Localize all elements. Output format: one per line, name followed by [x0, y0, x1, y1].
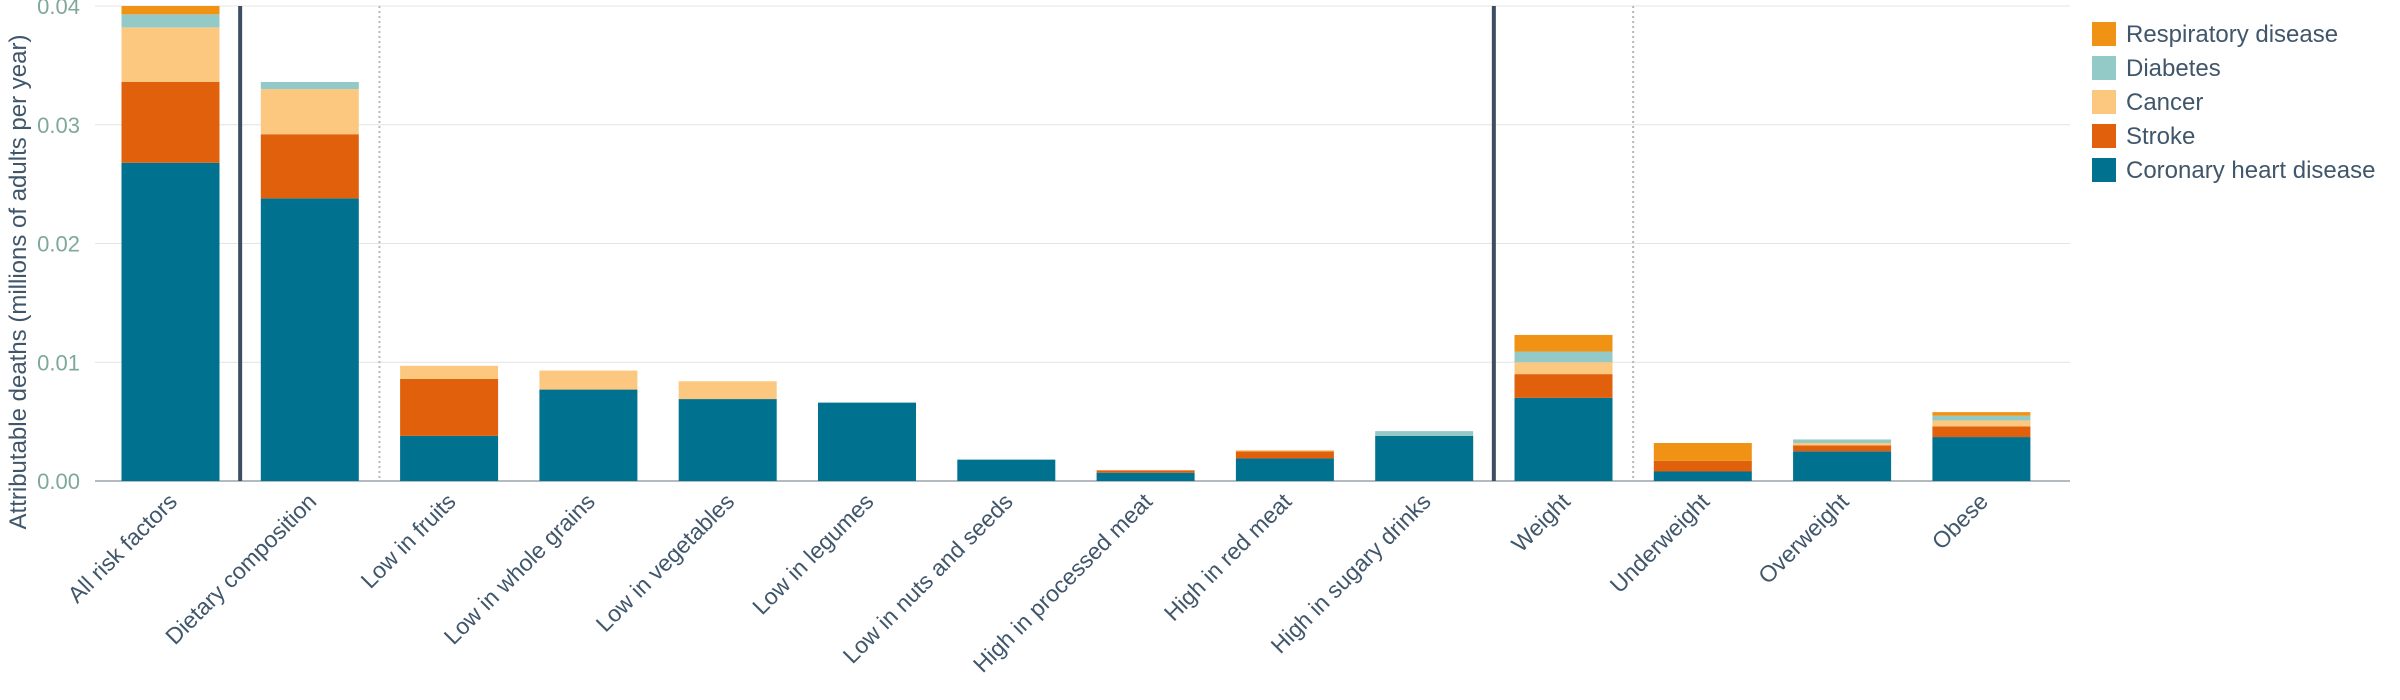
bar-segment-respiratory-disease	[1932, 412, 2031, 416]
x-tick-label: High in sugary drinks	[1265, 488, 1435, 658]
bar-segment-respiratory-disease	[121, 6, 220, 15]
bar-segment-diabetes	[1793, 439, 1892, 443]
bar-segment-coronary-heart-disease	[121, 162, 220, 481]
bar-segment-stroke	[1932, 426, 2031, 438]
x-tick-label: Low in vegetables	[591, 488, 740, 637]
y-tick-label: 0.04	[37, 0, 80, 19]
legend-swatch	[2092, 90, 2116, 114]
bar-segment-cancer	[1514, 362, 1613, 375]
bar-segment-respiratory-disease	[1514, 334, 1613, 352]
bar-segment-coronary-heart-disease	[400, 435, 499, 481]
legend-label: Coronary heart disease	[2126, 157, 2375, 184]
legend-label: Stroke	[2126, 123, 2195, 150]
group-separators	[238, 6, 1635, 481]
bar-segment-stroke	[260, 134, 359, 199]
bar-segment-diabetes	[1514, 351, 1613, 363]
x-tick-label: High in red meat	[1159, 488, 1297, 626]
bar-segment-coronary-heart-disease	[1096, 472, 1195, 481]
bar-segment-diabetes	[260, 82, 359, 90]
legend: Respiratory disease Diabetes Cancer Stroke C…	[2092, 21, 2375, 184]
gridlines	[95, 5, 2070, 482]
bar-segment-coronary-heart-disease	[1235, 458, 1334, 481]
bar-segment-stroke	[1653, 460, 1752, 472]
legend-swatch	[2092, 124, 2116, 148]
x-tick-label: Overweight	[1753, 488, 1854, 589]
x-tick-label: All risk factors	[62, 488, 182, 608]
x-tick-label: Low in legumes	[747, 488, 878, 619]
bar-segment-stroke	[1793, 445, 1892, 452]
bar-segment-coronary-heart-disease	[678, 399, 777, 481]
y-tick-label: 0.03	[37, 113, 80, 138]
bar-segment-cancer	[1932, 420, 2031, 427]
bar-segment-coronary-heart-disease	[539, 389, 638, 481]
bar-segment-cancer	[678, 381, 777, 400]
bar-segment-diabetes	[121, 14, 220, 28]
y-tick-label: 0.00	[37, 469, 80, 494]
legend-label: Diabetes	[2126, 55, 2221, 82]
bar-segment-cancer	[121, 27, 220, 82]
bar-segment-coronary-heart-disease	[818, 402, 916, 481]
bar-segment-cancer	[1235, 450, 1334, 452]
y-tick-label: 0.01	[37, 350, 80, 375]
bar-segment-coronary-heart-disease	[1375, 435, 1474, 481]
legend-label: Cancer	[2126, 89, 2203, 116]
bar-segment-cancer	[400, 365, 499, 379]
bar-stack-group	[121, 6, 2031, 481]
x-tick-label: Underweight	[1605, 488, 1715, 598]
bar-segment-stroke	[1096, 470, 1195, 473]
bar-segment-stroke	[400, 378, 499, 436]
bar-segment-coronary-heart-disease	[1514, 397, 1613, 481]
bar-segment-stroke	[121, 82, 220, 163]
legend-swatch	[2092, 22, 2116, 46]
x-tick-label: Dietary composition	[160, 488, 321, 649]
legend-swatch	[2092, 158, 2116, 182]
bar-segment-cancer	[539, 370, 638, 390]
x-tick-label: Low in whole grains	[439, 488, 600, 649]
y-axis-title: Attributable deaths (millions of adults …	[5, 35, 32, 530]
bars	[121, 6, 2031, 481]
bar-segment-coronary-heart-disease	[1932, 437, 2031, 481]
bar-segment-coronary-heart-disease	[957, 459, 1056, 481]
bar-segment-stroke	[1235, 451, 1334, 459]
legend-label: Respiratory disease	[2126, 21, 2338, 48]
x-tick-label: Weight	[1506, 488, 1575, 557]
bar-segment-coronary-heart-disease	[1653, 471, 1752, 481]
bar-segment-cancer	[260, 89, 359, 135]
bar-segment-coronary-heart-disease	[260, 198, 359, 481]
bar-segment-respiratory-disease	[1653, 443, 1752, 461]
legend-swatch	[2092, 56, 2116, 80]
y-tick-label: 0.02	[37, 232, 80, 257]
bar-segment-diabetes	[1375, 431, 1474, 436]
bar-segment-coronary-heart-disease	[1793, 451, 1892, 481]
x-tick-label: Low in fruits	[355, 488, 460, 593]
bar-segment-stroke	[1514, 374, 1613, 398]
bar-segment-diabetes	[1932, 415, 2031, 421]
x-tick-label: Obese	[1927, 488, 1993, 554]
bar-segment-cancer	[1793, 443, 1892, 446]
